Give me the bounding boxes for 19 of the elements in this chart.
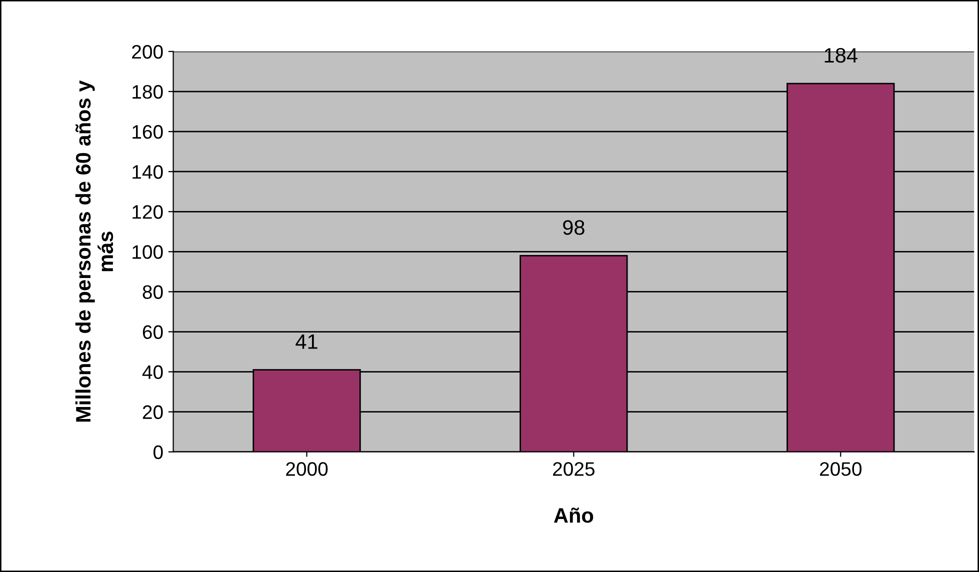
y-tick-label: 100 xyxy=(132,245,163,259)
y-tick-label: 200 xyxy=(132,44,163,59)
x-tick-label: 2000 xyxy=(286,462,328,476)
y-tick-label: 120 xyxy=(132,205,163,219)
y-tick-label: 80 xyxy=(142,285,163,299)
y-tick-label: 180 xyxy=(132,84,163,99)
x-tick-label: 2025 xyxy=(553,462,595,476)
y-tick-label: 40 xyxy=(142,365,163,380)
y-tick-label: 0 xyxy=(154,445,163,460)
y-tick-label: 160 xyxy=(132,125,163,139)
data-label: 98 xyxy=(563,220,584,235)
y-tick-label: 140 xyxy=(132,165,163,179)
y-axis-title: Millones de personas de 60 años y más xyxy=(75,80,114,422)
y-tick-label: 20 xyxy=(142,405,163,420)
x-tick-label: 2050 xyxy=(820,462,862,476)
y-tick-label: 60 xyxy=(142,325,163,339)
data-label: 41 xyxy=(296,334,318,349)
data-label: 184 xyxy=(824,48,858,63)
x-axis-title: Año xyxy=(554,508,594,523)
